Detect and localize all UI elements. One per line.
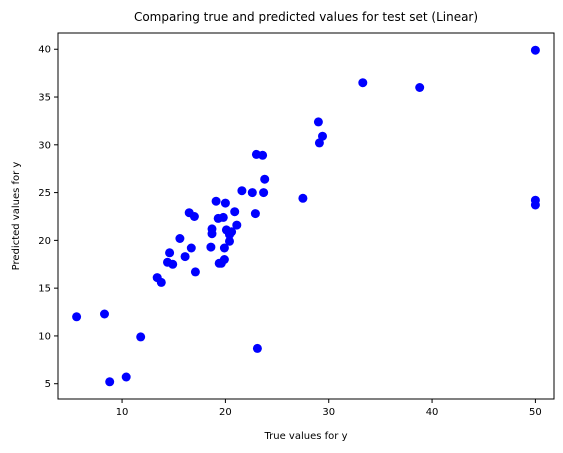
data-point-23 bbox=[218, 212, 228, 222]
data-point-43 bbox=[314, 138, 324, 148]
x-axis-label: True values for y bbox=[264, 431, 348, 442]
data-point-0 bbox=[72, 312, 82, 322]
y-tick-label-7: 40 bbox=[38, 45, 51, 56]
data-point-38 bbox=[258, 150, 268, 160]
data-point-19 bbox=[211, 196, 221, 206]
data-point-26 bbox=[220, 198, 230, 208]
data-point-10 bbox=[175, 234, 185, 243]
data-point-6 bbox=[156, 277, 166, 287]
data-point-44 bbox=[318, 131, 327, 141]
chart-title: Comparing true and predicted values for … bbox=[134, 10, 478, 24]
data-point-42 bbox=[313, 117, 323, 127]
x-tick-label-4: 50 bbox=[529, 407, 542, 418]
y-tick-label-4: 25 bbox=[38, 188, 51, 199]
data-point-29 bbox=[225, 236, 234, 246]
y-axis-label: Predicted values for y bbox=[11, 162, 22, 271]
data-point-40 bbox=[260, 174, 270, 184]
data-point-18 bbox=[207, 229, 217, 239]
data-point-47 bbox=[530, 45, 540, 55]
data-point-9 bbox=[168, 259, 178, 269]
x-tick-label-0: 10 bbox=[116, 407, 129, 418]
data-points bbox=[72, 45, 540, 387]
data-point-45 bbox=[358, 78, 368, 88]
axis-ticks: 10 20 30 40 50 5 10 15 20 25 30 35 40 bbox=[38, 45, 542, 418]
x-tick-label-1: 20 bbox=[219, 407, 232, 418]
data-point-31 bbox=[230, 207, 240, 217]
data-point-2 bbox=[105, 377, 115, 387]
plot-frame bbox=[57, 32, 555, 400]
data-point-13 bbox=[186, 243, 196, 253]
data-point-39 bbox=[259, 188, 269, 198]
data-point-49 bbox=[530, 200, 540, 210]
data-point-37 bbox=[252, 343, 262, 353]
data-point-3 bbox=[121, 372, 131, 382]
data-point-24 bbox=[219, 255, 229, 264]
data-point-15 bbox=[190, 267, 200, 277]
x-tick-label-3: 40 bbox=[426, 407, 439, 418]
data-point-41 bbox=[298, 193, 308, 203]
data-point-8 bbox=[165, 248, 175, 258]
y-tick-label-0: 5 bbox=[45, 379, 51, 390]
data-point-25 bbox=[219, 243, 229, 253]
y-tick-label-3: 20 bbox=[38, 236, 51, 247]
data-point-30 bbox=[227, 227, 237, 237]
data-point-34 bbox=[247, 188, 257, 198]
data-point-16 bbox=[206, 242, 216, 252]
data-point-46 bbox=[415, 83, 425, 92]
data-point-33 bbox=[237, 186, 247, 196]
data-point-14 bbox=[189, 212, 199, 221]
x-tick-label-2: 30 bbox=[322, 407, 335, 418]
y-tick-label-5: 30 bbox=[38, 140, 51, 151]
data-point-32 bbox=[232, 220, 242, 230]
data-point-11 bbox=[180, 252, 190, 262]
data-point-4 bbox=[136, 332, 146, 342]
y-tick-label-1: 10 bbox=[38, 331, 51, 342]
y-tick-label-6: 35 bbox=[38, 93, 51, 104]
data-point-35 bbox=[250, 209, 260, 219]
y-tick-label-2: 15 bbox=[38, 284, 51, 295]
data-point-1 bbox=[100, 309, 109, 319]
